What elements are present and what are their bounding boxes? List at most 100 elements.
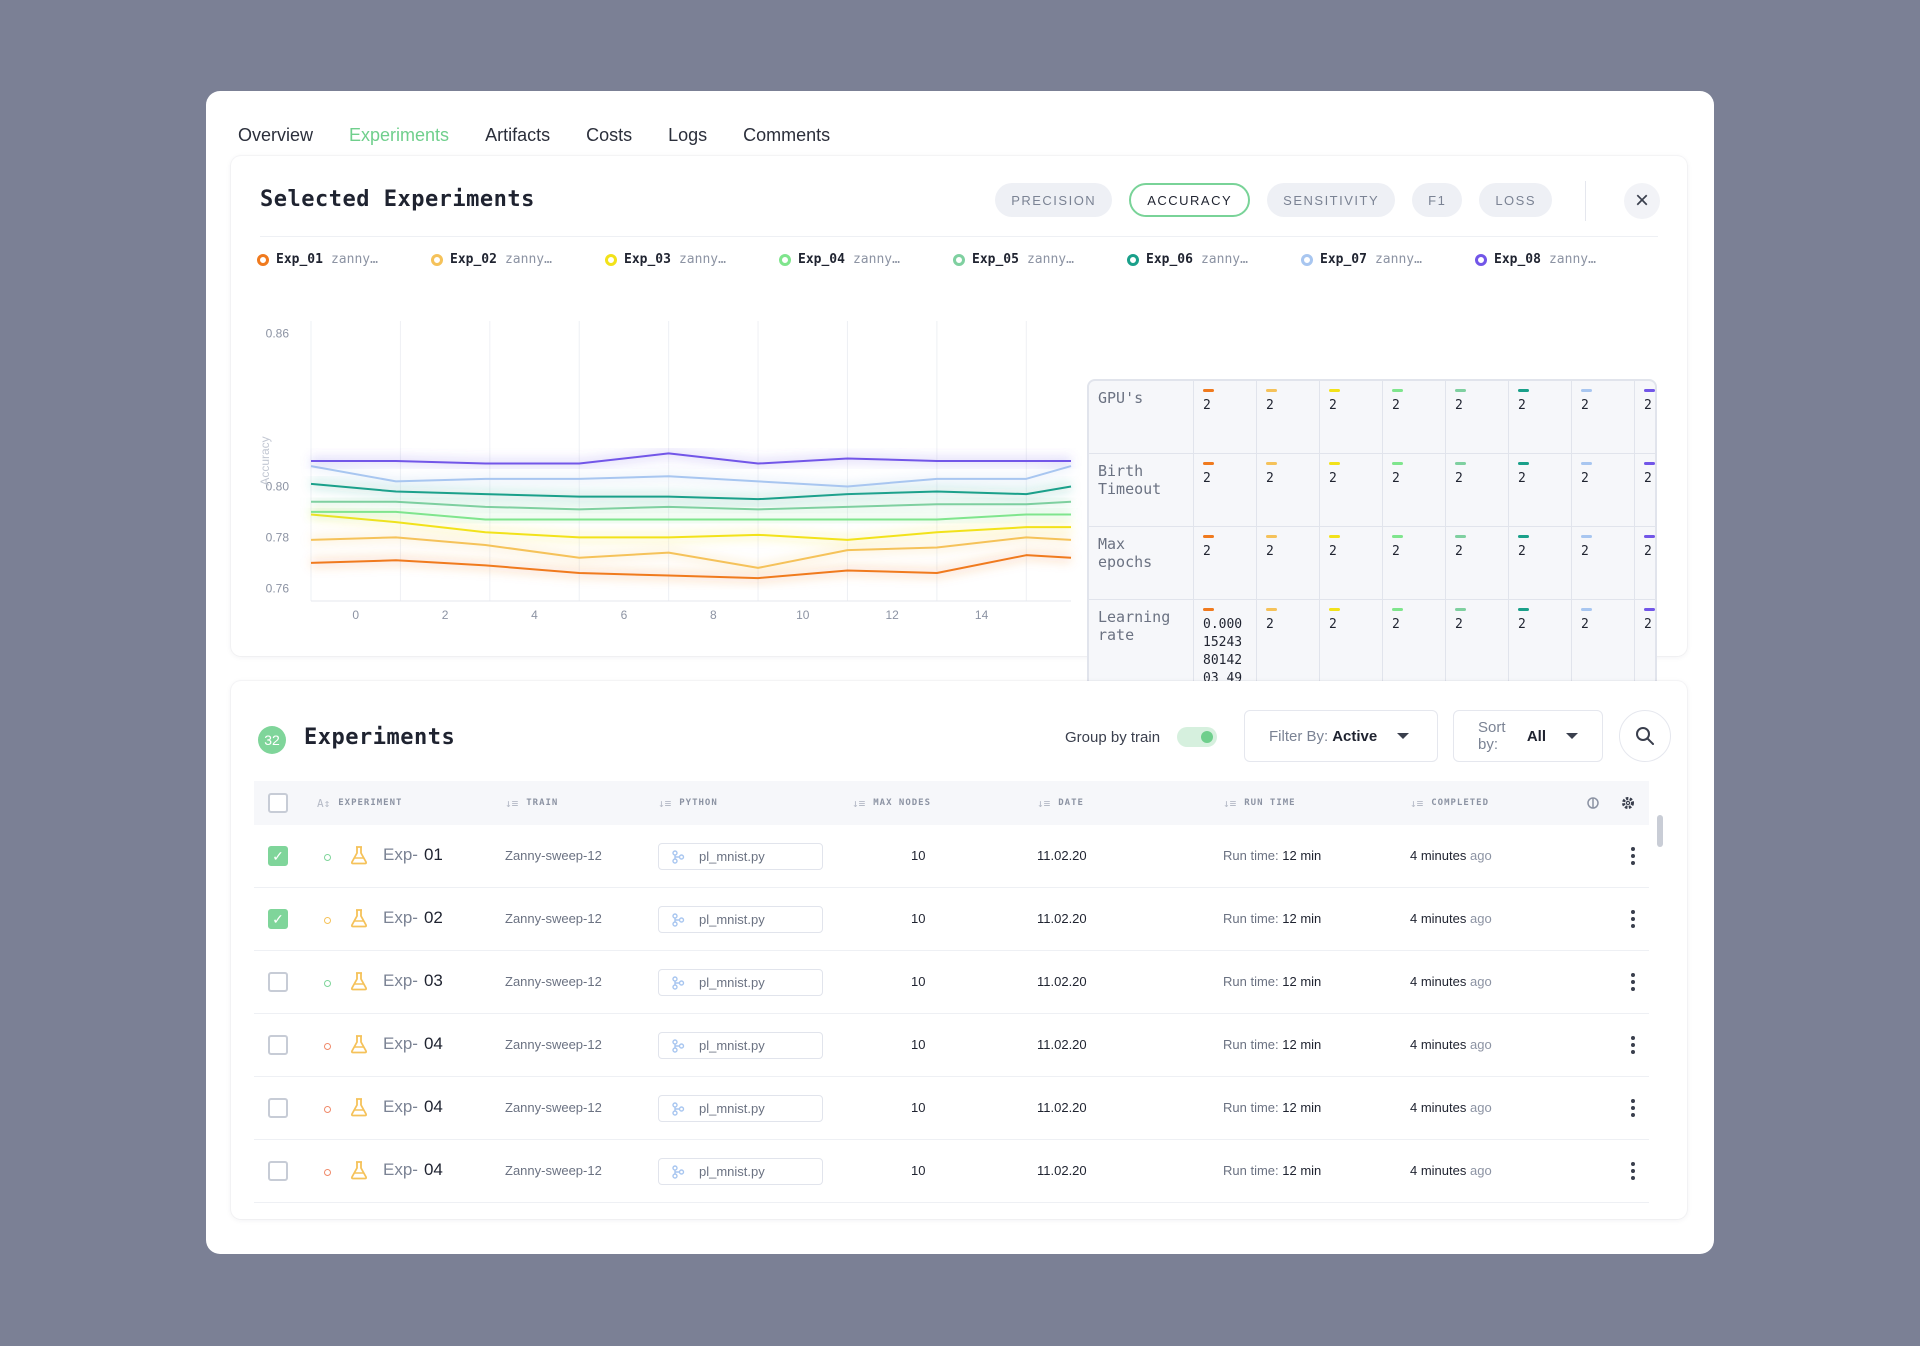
python-file-chip[interactable]: pl_mnist.py xyxy=(658,969,823,996)
series-line[interactable] xyxy=(310,513,1071,541)
check-icon: ✓ xyxy=(272,910,284,927)
column-train[interactable]: ↓≡ TRAIN xyxy=(505,781,558,825)
column-experiment[interactable]: A↕ EXPERIMENT xyxy=(317,781,402,825)
metric-precision-button[interactable]: PRECISION xyxy=(995,183,1113,217)
python-file-chip[interactable]: pl_mnist.py xyxy=(658,1158,823,1185)
legend-item[interactable]: Exp_03 zanny… xyxy=(605,252,779,267)
accuracy-line-chart: 0.760.780.800.8602468101214Number of ref… xyxy=(258,321,1073,622)
series-color-icon xyxy=(1392,535,1403,538)
series-color-icon xyxy=(1203,535,1214,538)
row-checkbox[interactable] xyxy=(268,1035,288,1055)
python-file-chip[interactable]: pl_mnist.py xyxy=(658,1095,823,1122)
series-line[interactable] xyxy=(311,500,1072,511)
table-row[interactable]: ✓ Exp- 02 Zanny-sweep-12 pl_mnist.py 10 11.02.… xyxy=(254,888,1649,951)
column-date[interactable]: ↓≡ DATE xyxy=(1037,781,1084,825)
series-line[interactable] xyxy=(310,554,1072,580)
status-dot-icon xyxy=(324,917,331,924)
series-line[interactable] xyxy=(310,482,1072,501)
completed-amount: 4 minutes xyxy=(1410,1163,1467,1178)
sort-dropdown[interactable]: Sort by: All xyxy=(1453,710,1603,762)
tab-comments[interactable]: Comments xyxy=(743,125,831,145)
table-row[interactable]: Exp- 03 Zanny-sweep-12 pl_mnist.py 10 11.02.2… xyxy=(254,951,1649,1014)
legend-item[interactable]: Exp_05 zanny… xyxy=(953,252,1127,267)
param-value: 2 xyxy=(1581,471,1589,486)
legend-name: Exp_03 xyxy=(624,252,671,267)
row-checkbox[interactable] xyxy=(268,1161,288,1181)
row-menu-button[interactable] xyxy=(1621,1157,1645,1185)
row-menu-button[interactable] xyxy=(1621,905,1645,933)
search-icon xyxy=(1636,727,1654,745)
select-all-checkbox[interactable] xyxy=(268,793,288,813)
experiment-name[interactable]: Exp- 03 xyxy=(383,971,443,991)
table-row[interactable]: Exp- 04 Zanny-sweep-12 pl_mnist.py 10 11.02.2… xyxy=(254,1014,1649,1077)
kebab-dot-icon xyxy=(1631,917,1635,921)
metric-sensitivity-button[interactable]: SENSITIVITY xyxy=(1267,183,1396,217)
python-file-chip[interactable]: pl_mnist.py xyxy=(658,906,823,933)
experiment-name[interactable]: Exp- 04 xyxy=(383,1160,443,1180)
search-button[interactable] xyxy=(1619,710,1671,762)
experiment-name[interactable]: Exp- 04 xyxy=(383,1097,443,1117)
param-value: 2 xyxy=(1392,398,1400,413)
python-file-chip[interactable]: pl_mnist.py xyxy=(658,843,823,870)
column-completed[interactable]: ↓≡ COMPLETED xyxy=(1410,781,1489,825)
series-color-icon xyxy=(1581,462,1592,465)
tab-logs[interactable]: Logs xyxy=(668,125,708,145)
row-checkbox[interactable] xyxy=(268,1098,288,1118)
legend-item[interactable]: Exp_08 zanny… xyxy=(1475,252,1649,267)
filter-dropdown[interactable]: Filter By: Active xyxy=(1244,710,1438,762)
legend-item[interactable]: Exp_04 zanny… xyxy=(779,252,953,267)
tab-artifacts[interactable]: Artifacts xyxy=(485,125,551,145)
legend-item[interactable]: Exp_06 zanny… xyxy=(1127,252,1301,267)
close-button[interactable]: × xyxy=(1624,183,1660,219)
table-row[interactable]: Exp- 04 Zanny-sweep-12 pl_mnist.py 10 11.02.2… xyxy=(254,1140,1649,1203)
kebab-dot-icon xyxy=(1631,1169,1635,1173)
param-value-cell: 2 xyxy=(1383,527,1446,600)
legend-item[interactable]: Exp_02 zanny… xyxy=(431,252,605,267)
kebab-dot-icon xyxy=(1631,1113,1635,1117)
row-checkbox[interactable] xyxy=(268,972,288,992)
experiment-name[interactable]: Exp- 02 xyxy=(383,908,443,928)
series-line[interactable] xyxy=(310,465,1072,488)
column-run-time[interactable]: ↓≡ RUN TIME xyxy=(1223,781,1296,825)
param-value: 2 xyxy=(1203,471,1211,486)
status-dot-icon xyxy=(324,1169,331,1176)
row-checkbox[interactable]: ✓ xyxy=(268,909,288,929)
row-checkbox[interactable]: ✓ xyxy=(268,846,288,866)
experiment-name[interactable]: Exp- 04 xyxy=(383,1034,443,1054)
metric-f1-button[interactable]: F1 xyxy=(1412,183,1463,217)
branch-icon xyxy=(672,975,685,990)
run-time-label: Run time: xyxy=(1223,911,1279,926)
row-menu-button[interactable] xyxy=(1621,1094,1645,1122)
legend-item[interactable]: Exp_01 zanny… xyxy=(257,252,431,267)
table-settings-button[interactable] xyxy=(1620,781,1636,825)
series-line[interactable] xyxy=(311,452,1071,465)
columns-toggle-button[interactable] xyxy=(1585,781,1601,825)
series-line[interactable] xyxy=(310,536,1072,569)
row-menu-button[interactable] xyxy=(1621,968,1645,996)
tab-experiments[interactable]: Experiments xyxy=(349,121,450,169)
column-max-nodes[interactable]: ↓≡ MAX NODES xyxy=(852,781,931,825)
table-row[interactable]: Exp- 04 Zanny-sweep-12 pl_mnist.py 10 11.02.2… xyxy=(254,1077,1649,1140)
series-line[interactable] xyxy=(311,510,1071,521)
metric-loss-button[interactable]: LOSS xyxy=(1479,183,1552,217)
legend-item[interactable]: Exp_07 zanny… xyxy=(1301,252,1475,267)
table-scrollbar[interactable] xyxy=(1657,815,1663,847)
kebab-dot-icon xyxy=(1631,1036,1635,1040)
metric-accuracy-button[interactable]: ACCURACY xyxy=(1129,183,1251,217)
tab-costs[interactable]: Costs xyxy=(586,125,633,145)
experiment-name[interactable]: Exp- 01 xyxy=(383,845,443,865)
param-value: 2 xyxy=(1644,398,1652,413)
row-menu-button[interactable] xyxy=(1621,842,1645,870)
x-tick-label: 0 xyxy=(352,608,359,622)
tab-overview[interactable]: Overview xyxy=(238,125,314,145)
column-python[interactable]: ↓≡ PYTHON xyxy=(658,781,718,825)
run-time-amount: 12 min xyxy=(1282,848,1322,863)
x-tick-label: 12 xyxy=(885,608,899,622)
row-menu-button[interactable] xyxy=(1621,1031,1645,1059)
table-row[interactable]: ✓ Exp- 01 Zanny-sweep-12 pl_mnist.py 10 11.02.… xyxy=(254,825,1649,888)
param-value-cell: 2 xyxy=(1509,527,1572,600)
python-file-chip[interactable]: pl_mnist.py xyxy=(658,1032,823,1059)
flask-icon xyxy=(350,1098,368,1117)
python-file-name: pl_mnist.py xyxy=(699,975,765,990)
group-by-train-toggle[interactable] xyxy=(1177,727,1217,747)
